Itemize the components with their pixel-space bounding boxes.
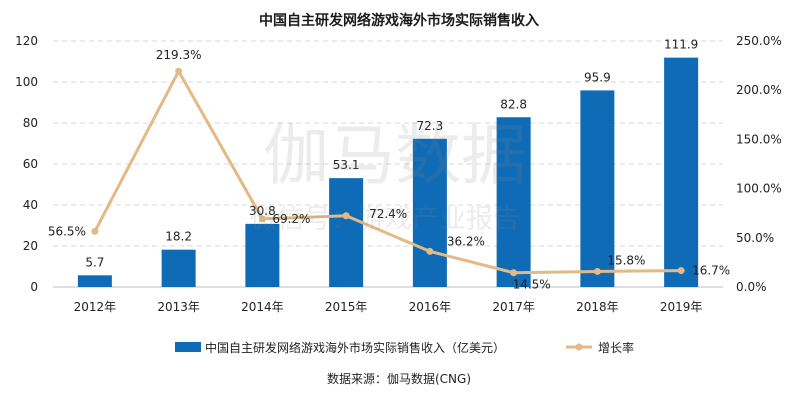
x-tick-label: 2014年 [241,300,284,314]
x-tick-label: 2013年 [157,300,200,314]
growth-data-label: 15.8% [607,253,645,267]
bar-data-label: 5.7 [85,255,104,269]
bar [412,138,447,287]
bar-data-label: 53.1 [333,158,360,172]
y-right-tick-label: 250.0% [736,34,782,48]
x-tick-label: 2018年 [576,300,619,314]
y-right-tick-label: 150.0% [736,132,782,146]
bar-data-label: 82.8 [500,97,527,111]
growth-point [426,247,434,255]
growth-data-label: 56.5% [48,224,86,238]
y-right-tick-label: 200.0% [736,83,782,97]
legend-bar-swatch [175,342,201,352]
y-right-tick-label: 100.0% [736,182,782,196]
bar [580,90,615,287]
bar-labels: 5.7 18.2 30.8 53.1 72.3 82.8 95.9 111.9 [85,38,698,270]
bar [245,223,280,287]
bar-data-label: 18.2 [165,230,192,244]
legend-bar-label: 中国自主研发网络游戏海外市场实际销售收入（亿美元） [205,340,505,355]
bar-data-label: 111.9 [664,38,698,52]
growth-data-label: 69.2% [272,212,310,226]
watermark: 伽马数据 微信号：游戏产业报告 [250,117,527,235]
bar-data-label: 30.8 [249,204,276,218]
y-axis-right: 0.0% 50.0% 100.0% 150.0% 200.0% 250.0% [736,34,782,294]
growth-point [593,267,601,275]
y-left-tick-label: 80 [23,116,38,130]
legend-line-marker [575,343,583,351]
growth-point [677,267,685,275]
y-right-tick-label: 0.0% [736,280,767,294]
chart-title: 中国自主研发网络游戏海外市场实际销售收入 [259,12,539,29]
growth-point [175,67,183,75]
growth-line-series [91,67,685,277]
growth-point [510,269,518,277]
bar-data-label: 72.3 [417,119,444,133]
source-note: 数据来源：伽马数据(CNG) [327,371,471,386]
y-axis-left: 0 20 40 60 80 100 120 [15,34,38,294]
growth-data-label: 14.5% [513,278,551,292]
x-tick-label: 2019年 [660,300,703,314]
growth-point [91,227,99,235]
growth-line [93,69,682,275]
bar-data-label: 95.9 [584,70,611,84]
y-left-tick-label: 120 [15,34,38,48]
y-left-tick-label: 0 [30,280,38,294]
growth-point [342,212,350,220]
line-labels: 56.5% 219.3% 69.2% 72.4% 36.2% 14.5% 15.8% 16.7… [48,48,730,292]
watermark-sub: 微信号：游戏产业报告 [250,204,520,235]
x-tick-label: 2015年 [325,300,368,314]
y-left-tick-label: 40 [23,198,38,212]
y-left-tick-label: 20 [23,239,38,253]
bar [329,178,364,287]
bar [161,249,196,287]
x-tick-label: 2017年 [492,300,535,314]
bar [77,275,112,287]
x-tick-label: 2016年 [409,300,452,314]
legend-line-label: 增长率 [598,340,634,355]
y-left-tick-label: 60 [23,157,38,171]
growth-data-label: 16.7% [692,264,730,278]
legend: 中国自主研发网络游戏海外市场实际销售收入（亿美元） 增长率 [175,340,634,355]
growth-data-label: 219.3% [156,48,202,62]
bar [664,57,699,288]
growth-data-label: 36.2% [447,234,485,248]
bar [496,117,531,287]
x-tick-label: 2012年 [74,300,117,314]
watermark-main: 伽马数据 [263,117,527,194]
growth-point [258,215,266,223]
bar-series [77,57,699,288]
x-axis: 2012年 2013年 2014年 2015年 2016年 2017年 2018年 2019年 [74,300,703,314]
y-right-tick-label: 50.0% [736,231,774,245]
growth-data-label: 72.4% [369,207,407,221]
y-left-tick-label: 100 [15,75,38,89]
